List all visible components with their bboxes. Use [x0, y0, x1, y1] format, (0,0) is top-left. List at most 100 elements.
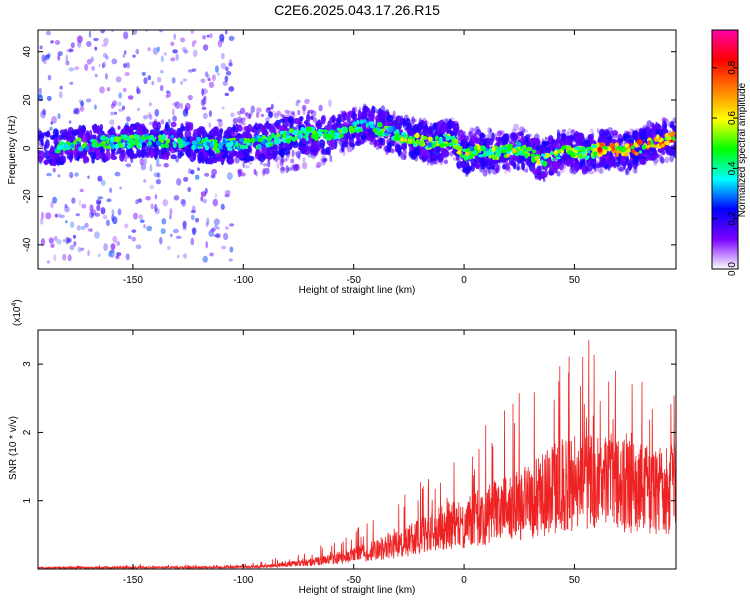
spectrogram-ridge-cell [229, 141, 234, 147]
spectrogram-noise-cell [468, 130, 473, 138]
spectrogram-ridge-cell [273, 139, 279, 144]
spectrogram-band-cell [199, 126, 206, 135]
spectrogram-noise-cell [214, 65, 219, 73]
spectrogram-noise-cell [86, 58, 92, 65]
spectrogram-noise-cell [103, 243, 108, 252]
spectrogram-band-cell [210, 135, 216, 140]
spectrogram-noise-cell [183, 253, 188, 259]
spectrogram-noise-cell [159, 85, 164, 92]
spectrogram-ridge-cell [661, 143, 665, 148]
spectrogram-noise-cell [187, 94, 193, 101]
spectrogram-noise-cell [593, 169, 597, 173]
spectrogram-ridge-cell [191, 144, 196, 151]
spectrogram-noise-cell [127, 95, 134, 100]
spectrogram-band-cell [233, 150, 237, 156]
spectrogram-noise-cell [402, 149, 407, 155]
spectrogram-ridge-cell [659, 137, 664, 142]
spectrogram-ridge-cell [76, 137, 82, 142]
spectrogram-noise-cell [202, 112, 208, 120]
spectrogram-band-cell [436, 153, 444, 163]
spectrogram-ridge-cell [170, 134, 175, 139]
spectrogram-noise-cell [197, 167, 200, 172]
spectrogram-ridge-cell [351, 128, 355, 132]
spectrogram-noise-cell [669, 154, 674, 163]
spectrogram-noise-cell [140, 163, 147, 171]
spectrogram-noise-cell [194, 174, 200, 180]
spectrogram-noise-cell [153, 172, 160, 178]
spectrogram-noise-cell [328, 99, 332, 108]
spectrogram-xtick-label: -100 [233, 275, 253, 286]
spectrogram-band-cell [284, 118, 289, 123]
spectrogram-band-cell [542, 141, 549, 147]
spectrogram-noise-cell [154, 203, 158, 212]
spectrogram-noise-cell [144, 157, 147, 166]
spectrogram-noise-cell [117, 108, 124, 112]
spectrogram-band-cell [201, 154, 205, 164]
spectrogram-noise-cell [190, 209, 196, 214]
spectrogram-noise-cell [217, 72, 220, 76]
spectrogram-ridge-cell [624, 143, 630, 149]
spectrogram-band-cell [278, 125, 286, 131]
spectrogram-noise-cell [65, 220, 68, 224]
spectrogram-noise-cell [443, 159, 449, 165]
spectrogram-noise-cell [525, 166, 529, 174]
spectrogram-noise-cell [53, 254, 57, 262]
spectrogram-ridge-cell [114, 143, 120, 150]
spectrogram-ridge-cell [634, 151, 639, 156]
spectrogram-band-cell [655, 129, 660, 135]
spectrogram-ridge-cell [218, 142, 224, 146]
spectrogram-ridge-cell [630, 145, 635, 150]
spectrogram-ridge-cell [586, 156, 590, 160]
spectrogram-noise-cell [123, 63, 127, 68]
spectrogram-band-cell [465, 166, 472, 172]
spectrogram-noise-cell [318, 104, 323, 112]
spectrogram-band-cell [431, 154, 436, 160]
spectrogram-noise-cell [121, 105, 126, 111]
spectrogram-ridge-cell [591, 144, 597, 148]
spectrogram-noise-cell [228, 35, 235, 42]
spectrogram-noise-cell [297, 109, 301, 116]
spectrogram-noise-cell [149, 114, 153, 120]
spectrogram-ridge-cell [607, 147, 612, 151]
spectrogram-noise-cell [570, 169, 576, 175]
spectrogram-ridge-cell [428, 136, 433, 141]
spectrogram-noise-cell [307, 109, 311, 115]
spectrogram-band-cell [441, 125, 447, 133]
spectrogram-band-cell [271, 150, 276, 158]
spectrogram-noise-cell [99, 86, 105, 94]
spectrogram-noise-cell [42, 108, 46, 116]
spectrogram-noise-cell [87, 175, 90, 179]
spectrogram-band-cell [623, 134, 630, 142]
spectrogram-noise-cell [91, 65, 95, 71]
spectrogram-band-cell [348, 137, 355, 147]
spectrogram-noise-cell [221, 106, 225, 110]
spectrogram-ridge-cell [101, 134, 106, 141]
spectrogram-ridge-cell [435, 135, 439, 141]
spectrogram-noise-cell [75, 107, 80, 115]
spectrogram-noise-cell [222, 81, 228, 86]
spectrogram-ridge-cell [325, 137, 331, 141]
spectrogram-band-cell [479, 133, 486, 139]
spectrogram-noise-cell [149, 164, 153, 172]
spectrogram-ridge-cell [519, 152, 525, 156]
spectrogram-noise-cell [84, 63, 89, 71]
spectrogram-noise-cell [166, 90, 170, 94]
spectrogram-band-cell [664, 121, 667, 130]
spectrogram-band-cell [217, 155, 222, 162]
spectrogram-ridge-cell [148, 138, 152, 143]
spectrogram-noise-cell [102, 62, 105, 69]
spectrogram-noise-cell [46, 260, 51, 264]
spectrogram-ytick-label: 20 [22, 94, 33, 106]
spectrogram-band-cell [647, 132, 652, 137]
spectrogram-ridge-cell [95, 142, 99, 147]
spectrogram-noise-cell [225, 226, 230, 230]
spectrogram-band-cell [373, 139, 378, 148]
spectrogram-noise-cell [250, 105, 255, 113]
spectrogram-band-cell [287, 115, 294, 124]
spectrogram-band-cell [634, 134, 638, 142]
spectrogram-noise-cell [126, 61, 130, 69]
spectrogram-noise-cell [208, 110, 212, 117]
spectrogram-band-cell [71, 129, 78, 135]
spectrogram-band-cell [505, 162, 510, 171]
spectrogram-noise-cell [96, 201, 102, 206]
